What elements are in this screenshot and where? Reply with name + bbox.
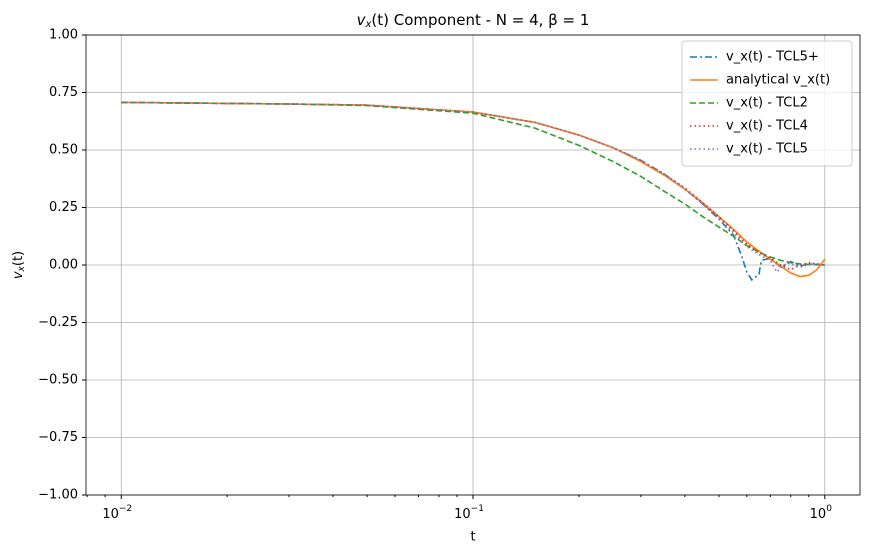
ylabel-rest: (t) [11,251,26,266]
chart-title: vx(t) Component - N = 4, β = 1 [357,11,590,31]
legend-label: v_x(t) - TCL5+ [726,50,819,65]
legend-label: v_x(t) - TCL4 [726,119,808,134]
x-tick-label: 100 [810,504,833,522]
y-tick-label: 0.00 [49,258,78,273]
y-tick-label: −0.50 [38,373,78,388]
legend-label: analytical v_x(t) [726,73,830,88]
plot-frame [85,34,861,496]
y-axis-label: vx(t) [11,251,27,279]
x-tick-label: 10−1 [454,504,484,522]
x-tick-base: 10 [810,507,827,522]
x-tick-base: 10 [102,507,119,522]
legend-label: v_x(t) - TCL2 [726,96,808,111]
y-tick-label: 0.25 [49,200,78,215]
series-line [121,101,825,274]
ylabel-var: v [11,271,26,279]
y-tick-label: −0.75 [38,430,78,445]
x-tick-exponent: 0 [826,504,832,514]
title-var: v [357,11,367,29]
x-tick-exponent: −1 [471,504,484,514]
y-tick-label: −1.00 [38,488,78,503]
x-tick-exponent: −2 [119,504,132,514]
y-tick-label: 0.75 [49,85,78,100]
title-sub: x [364,19,371,30]
y-tick-label: −0.25 [38,315,78,330]
y-tick-label: 1.00 [49,28,78,43]
x-axis-label: t [470,530,475,545]
x-tick-label: 10−2 [102,504,132,522]
y-tick-label: 0.50 [49,143,78,158]
series-line [121,101,825,282]
ylabel-sub: x [17,265,27,272]
x-tick-base: 10 [454,507,471,522]
title-rest: (t) Component - N = 4, β = 1 [371,11,589,29]
legend-box [681,40,853,167]
series-line [121,101,825,266]
legend-label: v_x(t) - TCL5 [726,142,808,157]
